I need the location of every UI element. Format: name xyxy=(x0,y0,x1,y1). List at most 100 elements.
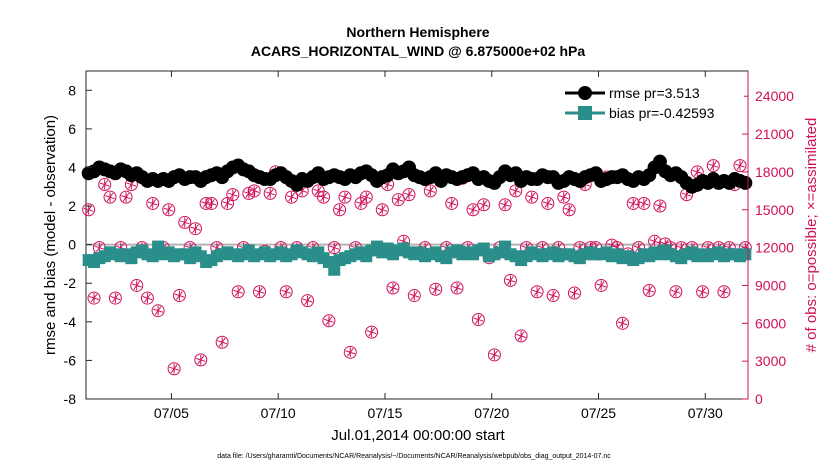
obs-possible-point xyxy=(530,285,544,299)
left-y-axis: -8 -6 -4 -2 0 2 4 6 8 xyxy=(64,82,92,407)
obs-assimilated-point xyxy=(548,290,559,301)
obs-assimilated-point xyxy=(692,166,703,177)
y-tick-label: -6 xyxy=(64,352,77,368)
obs-assimilated-point xyxy=(254,286,265,297)
obs-assimilated-point xyxy=(233,286,244,297)
obs-assimilated-point xyxy=(409,290,420,301)
x-tick-label: 07/20 xyxy=(474,405,509,421)
obs-possible-point xyxy=(498,198,512,212)
obs-assimilated-point xyxy=(281,286,292,297)
rmse-point xyxy=(738,175,753,190)
obs-possible-point xyxy=(637,196,651,210)
obs-possible-point xyxy=(194,353,208,367)
y-tick-label: -4 xyxy=(64,314,77,330)
obs-possible-point xyxy=(594,278,608,292)
obs-assimilated-point xyxy=(179,217,190,228)
obs-assimilated-point xyxy=(468,204,478,215)
obs-possible-point xyxy=(562,203,576,217)
obs-possible-point xyxy=(706,159,720,173)
y-right-axis-label: # of obs: o=possible; ×=assimilated xyxy=(803,118,820,353)
obs-possible-point xyxy=(477,198,491,212)
obs-possible-point xyxy=(204,196,218,210)
obs-assimilated-point xyxy=(190,223,201,234)
obs-assimilated-point xyxy=(153,305,163,316)
obs-possible-point xyxy=(98,178,112,192)
obs-assimilated-point xyxy=(649,236,660,247)
obs-assimilated-point xyxy=(500,199,510,210)
obs-assimilated-point xyxy=(217,337,228,348)
obs-assimilated-point xyxy=(318,192,329,203)
obs-assimilated-point xyxy=(366,327,377,338)
obs-assimilated-point xyxy=(558,192,569,203)
obs-assimilated-point xyxy=(377,204,388,215)
obs-possible-point xyxy=(487,348,501,362)
bias-point xyxy=(328,263,341,276)
obs-assimilated-point xyxy=(628,198,639,209)
obs-possible-point xyxy=(338,190,352,204)
obs-assimilated-point xyxy=(388,282,398,293)
obs-possible-point xyxy=(108,291,122,305)
obs-possible-point xyxy=(162,203,176,217)
obs-assimilated-point xyxy=(510,185,521,196)
obs-assimilated-point xyxy=(430,284,441,295)
obs-possible-point xyxy=(557,190,571,204)
obs-possible-point xyxy=(365,325,379,339)
obs-possible-point xyxy=(167,362,181,376)
obs-possible-point xyxy=(333,203,347,217)
obs-possible-point xyxy=(87,291,101,305)
obs-possible-point xyxy=(423,184,437,198)
x-axis-label: Jul.01,2014 00:00:00 start xyxy=(331,427,505,444)
obs-possible-point xyxy=(359,190,373,204)
obs-possible-point xyxy=(386,281,400,295)
obs-possible-point xyxy=(215,335,229,349)
obs-possible-point xyxy=(541,196,555,210)
obs-assimilated-point xyxy=(147,198,158,209)
obs-possible-point xyxy=(253,285,267,299)
x-tick-label: 07/10 xyxy=(261,405,296,421)
obs-possible-point xyxy=(343,345,357,359)
obs-possible-point xyxy=(391,193,405,207)
y-right-tick-label: 9000 xyxy=(755,277,786,293)
obs-possible-point xyxy=(402,188,416,202)
obs-assimilated-point xyxy=(110,293,121,304)
y-right-tick-label: 0 xyxy=(755,391,763,407)
y-axis-label: rmse and bias (model - observation) xyxy=(42,115,59,355)
obs-assimilated-point xyxy=(478,199,489,210)
obs-possible-point xyxy=(231,285,245,299)
obs-assimilated-point xyxy=(227,189,238,200)
obs-assimilated-point xyxy=(516,330,527,341)
obs-possible-point xyxy=(503,273,517,287)
y-tick-label: -8 xyxy=(64,391,77,407)
obs-assimilated-point xyxy=(473,314,484,325)
obs-assimilated-point xyxy=(340,192,350,203)
obs-possible-point xyxy=(172,289,186,303)
obs-assimilated-point xyxy=(105,192,115,203)
obs-possible-point xyxy=(525,190,539,204)
obs-assimilated-point xyxy=(697,286,708,297)
obs-assimilated-point xyxy=(89,293,99,304)
y-right-tick-label: 15000 xyxy=(755,202,794,218)
obs-assimilated-point xyxy=(174,290,185,301)
obs-assimilated-point xyxy=(638,198,649,209)
x-tick-label: 07/25 xyxy=(581,405,616,421)
obs-possible-point xyxy=(626,196,640,210)
obs-assimilated-point xyxy=(329,242,340,253)
obs-assimilated-point xyxy=(222,198,233,209)
obs-possible-point xyxy=(263,186,277,200)
obs-possible-point xyxy=(285,190,299,204)
obs-assimilated-point xyxy=(735,160,745,171)
obs-possible-point xyxy=(717,285,731,299)
y-right-tick-label: 12000 xyxy=(755,240,794,256)
legend-rmse-label: rmse pr=3.513 xyxy=(609,85,700,101)
bias-series xyxy=(82,240,752,276)
bias-point xyxy=(146,250,159,263)
obs-possible-point xyxy=(546,289,560,303)
obs-assimilated-point xyxy=(206,198,217,209)
obs-assimilated-point xyxy=(596,280,607,291)
y-right-tick-label: 6000 xyxy=(755,315,786,331)
obs-assimilated-point xyxy=(452,282,462,293)
obs-assimilated-point xyxy=(489,349,500,360)
obs-assimilated-point xyxy=(425,185,436,196)
obs-possible-point xyxy=(327,241,341,255)
legend-rmse-marker xyxy=(578,86,592,100)
